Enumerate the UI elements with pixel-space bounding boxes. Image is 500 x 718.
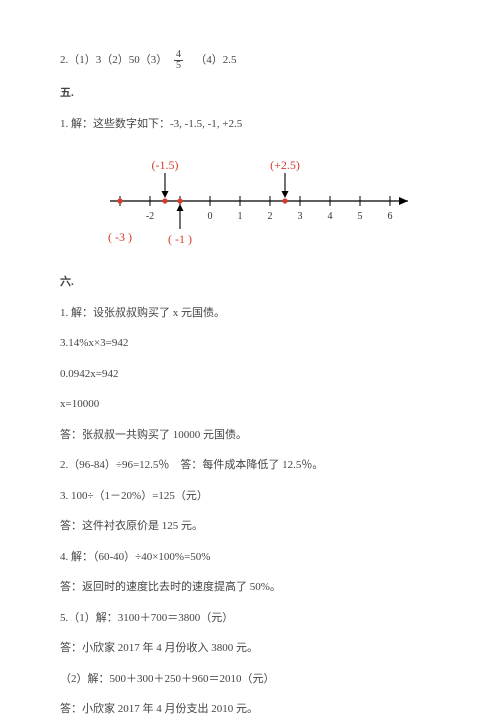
s6-line-8: 4. 解：（60-40）÷40×100%=50% [60, 549, 440, 566]
svg-text:-2: -2 [146, 211, 154, 222]
svg-text:( -1 ): ( -1 ) [168, 232, 192, 246]
svg-text:0: 0 [208, 211, 213, 222]
svg-text:3: 3 [298, 211, 303, 222]
svg-text:(-1.5): (-1.5) [152, 158, 179, 172]
s6-line-0: 1. 解：设张叔叔购买了 x 元国债。 [60, 305, 440, 322]
s6-line-4: 答：张叔叔一共购买了 10000 元国债。 [60, 427, 440, 444]
section-5-title: 五. [60, 85, 440, 102]
section-6-title: 六. [60, 274, 440, 291]
s6-line-7: 答：这件衬衣原价是 125 元。 [60, 518, 440, 535]
q2-prefix: 2.（1）3（2）50（3） [60, 54, 167, 66]
s6-line-11: 答：小欣家 2017 年 4 月份收入 3800 元。 [60, 640, 440, 657]
fraction-4-5: 4 5 [174, 50, 183, 71]
s6-line-12: （2）解：500＋300＋250＋960＝2010（元） [60, 671, 440, 688]
q2-line: 2.（1）3（2）50（3） 4 5 （4）2.5 [60, 50, 440, 71]
svg-text:1: 1 [238, 211, 243, 222]
svg-text:5: 5 [358, 211, 363, 222]
s6-line-9: 答：返回时的速度比去时的速度提高了 50%。 [60, 579, 440, 596]
s6-line-13: 答：小欣家 2017 年 4 月份支出 2010 元。 [60, 701, 440, 718]
s6-line-10: 5.（1）解：3100＋700＝3800（元） [60, 610, 440, 627]
s6-line-2: 0.0942x=942 [60, 366, 440, 383]
svg-text:2: 2 [268, 211, 273, 222]
s6-line-1: 3.14%x×3=942 [60, 335, 440, 352]
fraction-denominator: 5 [174, 61, 183, 71]
page-root: 2.（1）3（2）50（3） 4 5 （4）2.5 五. 1. 解：这些数字如下… [0, 0, 500, 707]
svg-text:6: 6 [388, 211, 393, 222]
number-line-diagram: -2 0 1 2 3 4 5 6 ( -3 ) (-1.5) ( -1 ) (+2.5) [80, 146, 440, 256]
svg-text:(+2.5): (+2.5) [270, 158, 300, 172]
s6-line-6: 3. 100÷（1－20%）=125（元） [60, 488, 440, 505]
s6-line-5: 2.（96-84）÷96=12.5％ 答：每件成本降低了 12.5％。 [60, 457, 440, 474]
svg-text:4: 4 [328, 211, 333, 222]
q2-suffix: （4）2.5 [190, 54, 237, 66]
s6-line-3: x=10000 [60, 396, 440, 413]
s5-line1: 1. 解：这些数字如下：-3, -1.5, -1, +2.5 [60, 116, 440, 133]
svg-text:( -3 ): ( -3 ) [108, 230, 132, 244]
section-6-body: 1. 解：设张叔叔购买了 x 元国债。 3.14%x×3=942 0.0942x=9… [60, 305, 440, 718]
number-line-svg: -2 0 1 2 3 4 5 6 ( -3 ) (-1.5) ( -1 ) (+2.5) [80, 146, 420, 256]
